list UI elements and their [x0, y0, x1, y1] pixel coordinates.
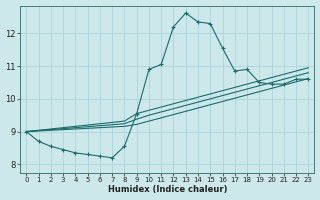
- X-axis label: Humidex (Indice chaleur): Humidex (Indice chaleur): [108, 185, 227, 194]
